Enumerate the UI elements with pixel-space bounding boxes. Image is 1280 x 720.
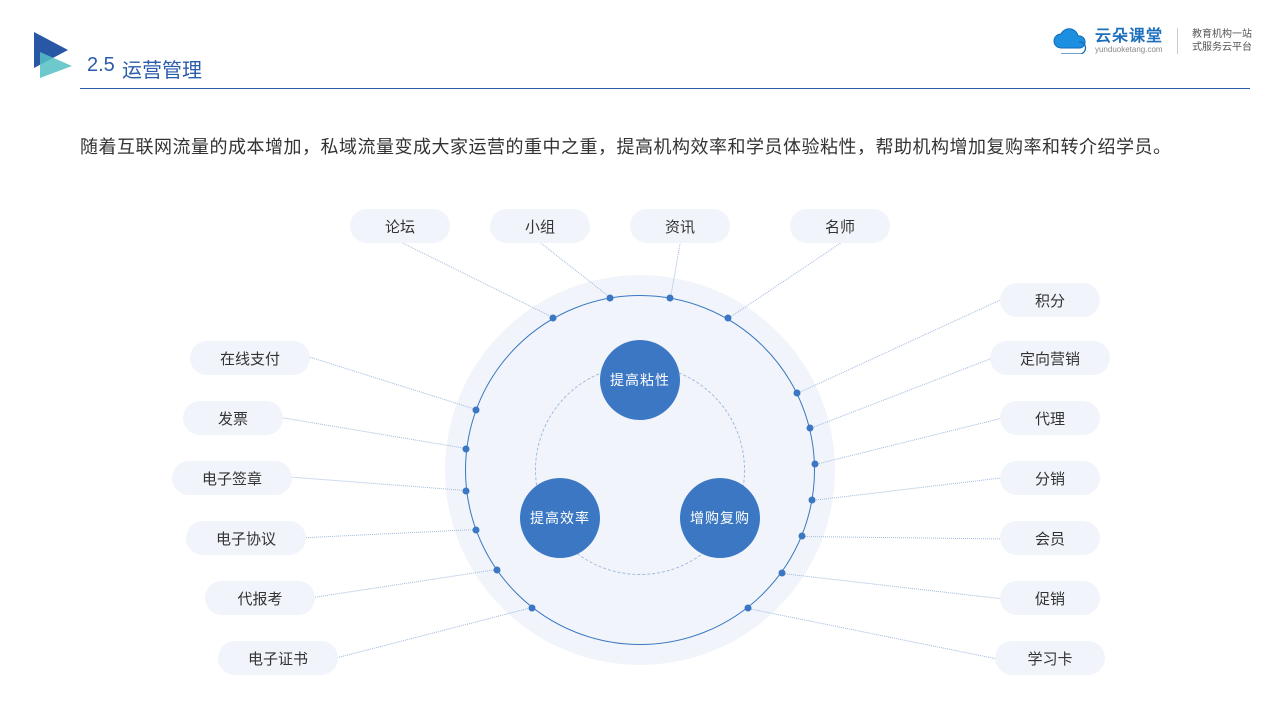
connector-endpoint bbox=[809, 497, 816, 504]
brand-url: yunduoketang.com bbox=[1095, 46, 1163, 55]
connector-endpoint bbox=[549, 315, 556, 322]
connector-line bbox=[728, 243, 841, 319]
center-node-1: 提高效率 bbox=[520, 478, 600, 558]
connector-line bbox=[812, 478, 1000, 501]
feature-pill-top-2: 资讯 bbox=[630, 209, 730, 243]
feature-pill-left-0: 在线支付 bbox=[190, 341, 310, 375]
section-number: 2.5 bbox=[87, 54, 115, 77]
connector-endpoint bbox=[606, 294, 613, 301]
feature-pill-right-5: 促销 bbox=[1000, 581, 1100, 615]
brand-name: 云朵课堂 bbox=[1095, 28, 1163, 46]
connector-line bbox=[797, 300, 1000, 394]
connector-endpoint bbox=[463, 488, 470, 495]
feature-pill-right-2: 代理 bbox=[1000, 401, 1100, 435]
feature-pill-left-5: 电子证书 bbox=[218, 641, 338, 675]
feature-pill-right-1: 定向营销 bbox=[990, 341, 1110, 375]
slide-description: 随着互联网流量的成本增加，私域流量变成大家运营的重中之重，提高机构效率和学员体验… bbox=[80, 130, 1220, 164]
connector-line bbox=[338, 607, 533, 658]
connector-endpoint bbox=[529, 604, 536, 611]
center-node-2: 增购复购 bbox=[680, 478, 760, 558]
connector-endpoint bbox=[463, 445, 470, 452]
feature-pill-left-3: 电子协议 bbox=[186, 521, 306, 555]
feature-pill-top-3: 名师 bbox=[790, 209, 890, 243]
connector-endpoint bbox=[724, 315, 731, 322]
connector-endpoint bbox=[744, 604, 751, 611]
feature-pill-right-4: 会员 bbox=[1000, 521, 1100, 555]
feature-pill-right-6: 学习卡 bbox=[995, 641, 1105, 675]
connector-endpoint bbox=[794, 390, 801, 397]
brand-logo: 云朵课堂 yunduoketang.com 教育机构一站 式服务云平台 bbox=[1051, 28, 1252, 54]
brand-tagline-2: 式服务云平台 bbox=[1192, 41, 1252, 54]
feature-pill-top-1: 小组 bbox=[490, 209, 590, 243]
connector-endpoint bbox=[493, 567, 500, 574]
connector-line bbox=[306, 529, 476, 538]
feature-pill-left-1: 发票 bbox=[183, 401, 283, 435]
connector-line bbox=[315, 569, 497, 598]
connector-endpoint bbox=[472, 526, 479, 533]
connector-endpoint bbox=[799, 532, 806, 539]
feature-pill-right-0: 积分 bbox=[1000, 283, 1100, 317]
brand-tagline-1: 教育机构一站 bbox=[1192, 28, 1252, 41]
connector-endpoint bbox=[806, 424, 813, 431]
connector-endpoint bbox=[472, 407, 479, 414]
connector-line bbox=[810, 358, 991, 429]
feature-pill-left-2: 电子签章 bbox=[172, 461, 292, 495]
connector-line bbox=[283, 417, 466, 449]
title-underline bbox=[80, 88, 1250, 89]
feature-pill-right-3: 分销 bbox=[1000, 461, 1100, 495]
corner-play-icon bbox=[34, 32, 78, 78]
connector-endpoint bbox=[778, 569, 785, 576]
connector-line bbox=[292, 477, 466, 491]
center-node-0: 提高粘性 bbox=[600, 340, 680, 420]
connector-line bbox=[815, 418, 1000, 465]
logo-divider bbox=[1177, 28, 1178, 54]
connector-endpoint bbox=[811, 460, 818, 467]
feature-pill-left-4: 代报考 bbox=[205, 581, 315, 615]
connector-line bbox=[748, 608, 995, 659]
connector-line bbox=[400, 242, 553, 318]
connector-endpoint bbox=[667, 294, 674, 301]
connector-line bbox=[802, 536, 1000, 539]
connector-line bbox=[310, 357, 476, 410]
feature-pill-top-0: 论坛 bbox=[350, 209, 450, 243]
cloud-icon bbox=[1051, 28, 1087, 54]
section-title: 运营管理 bbox=[122, 54, 202, 83]
connector-line bbox=[781, 573, 1000, 599]
